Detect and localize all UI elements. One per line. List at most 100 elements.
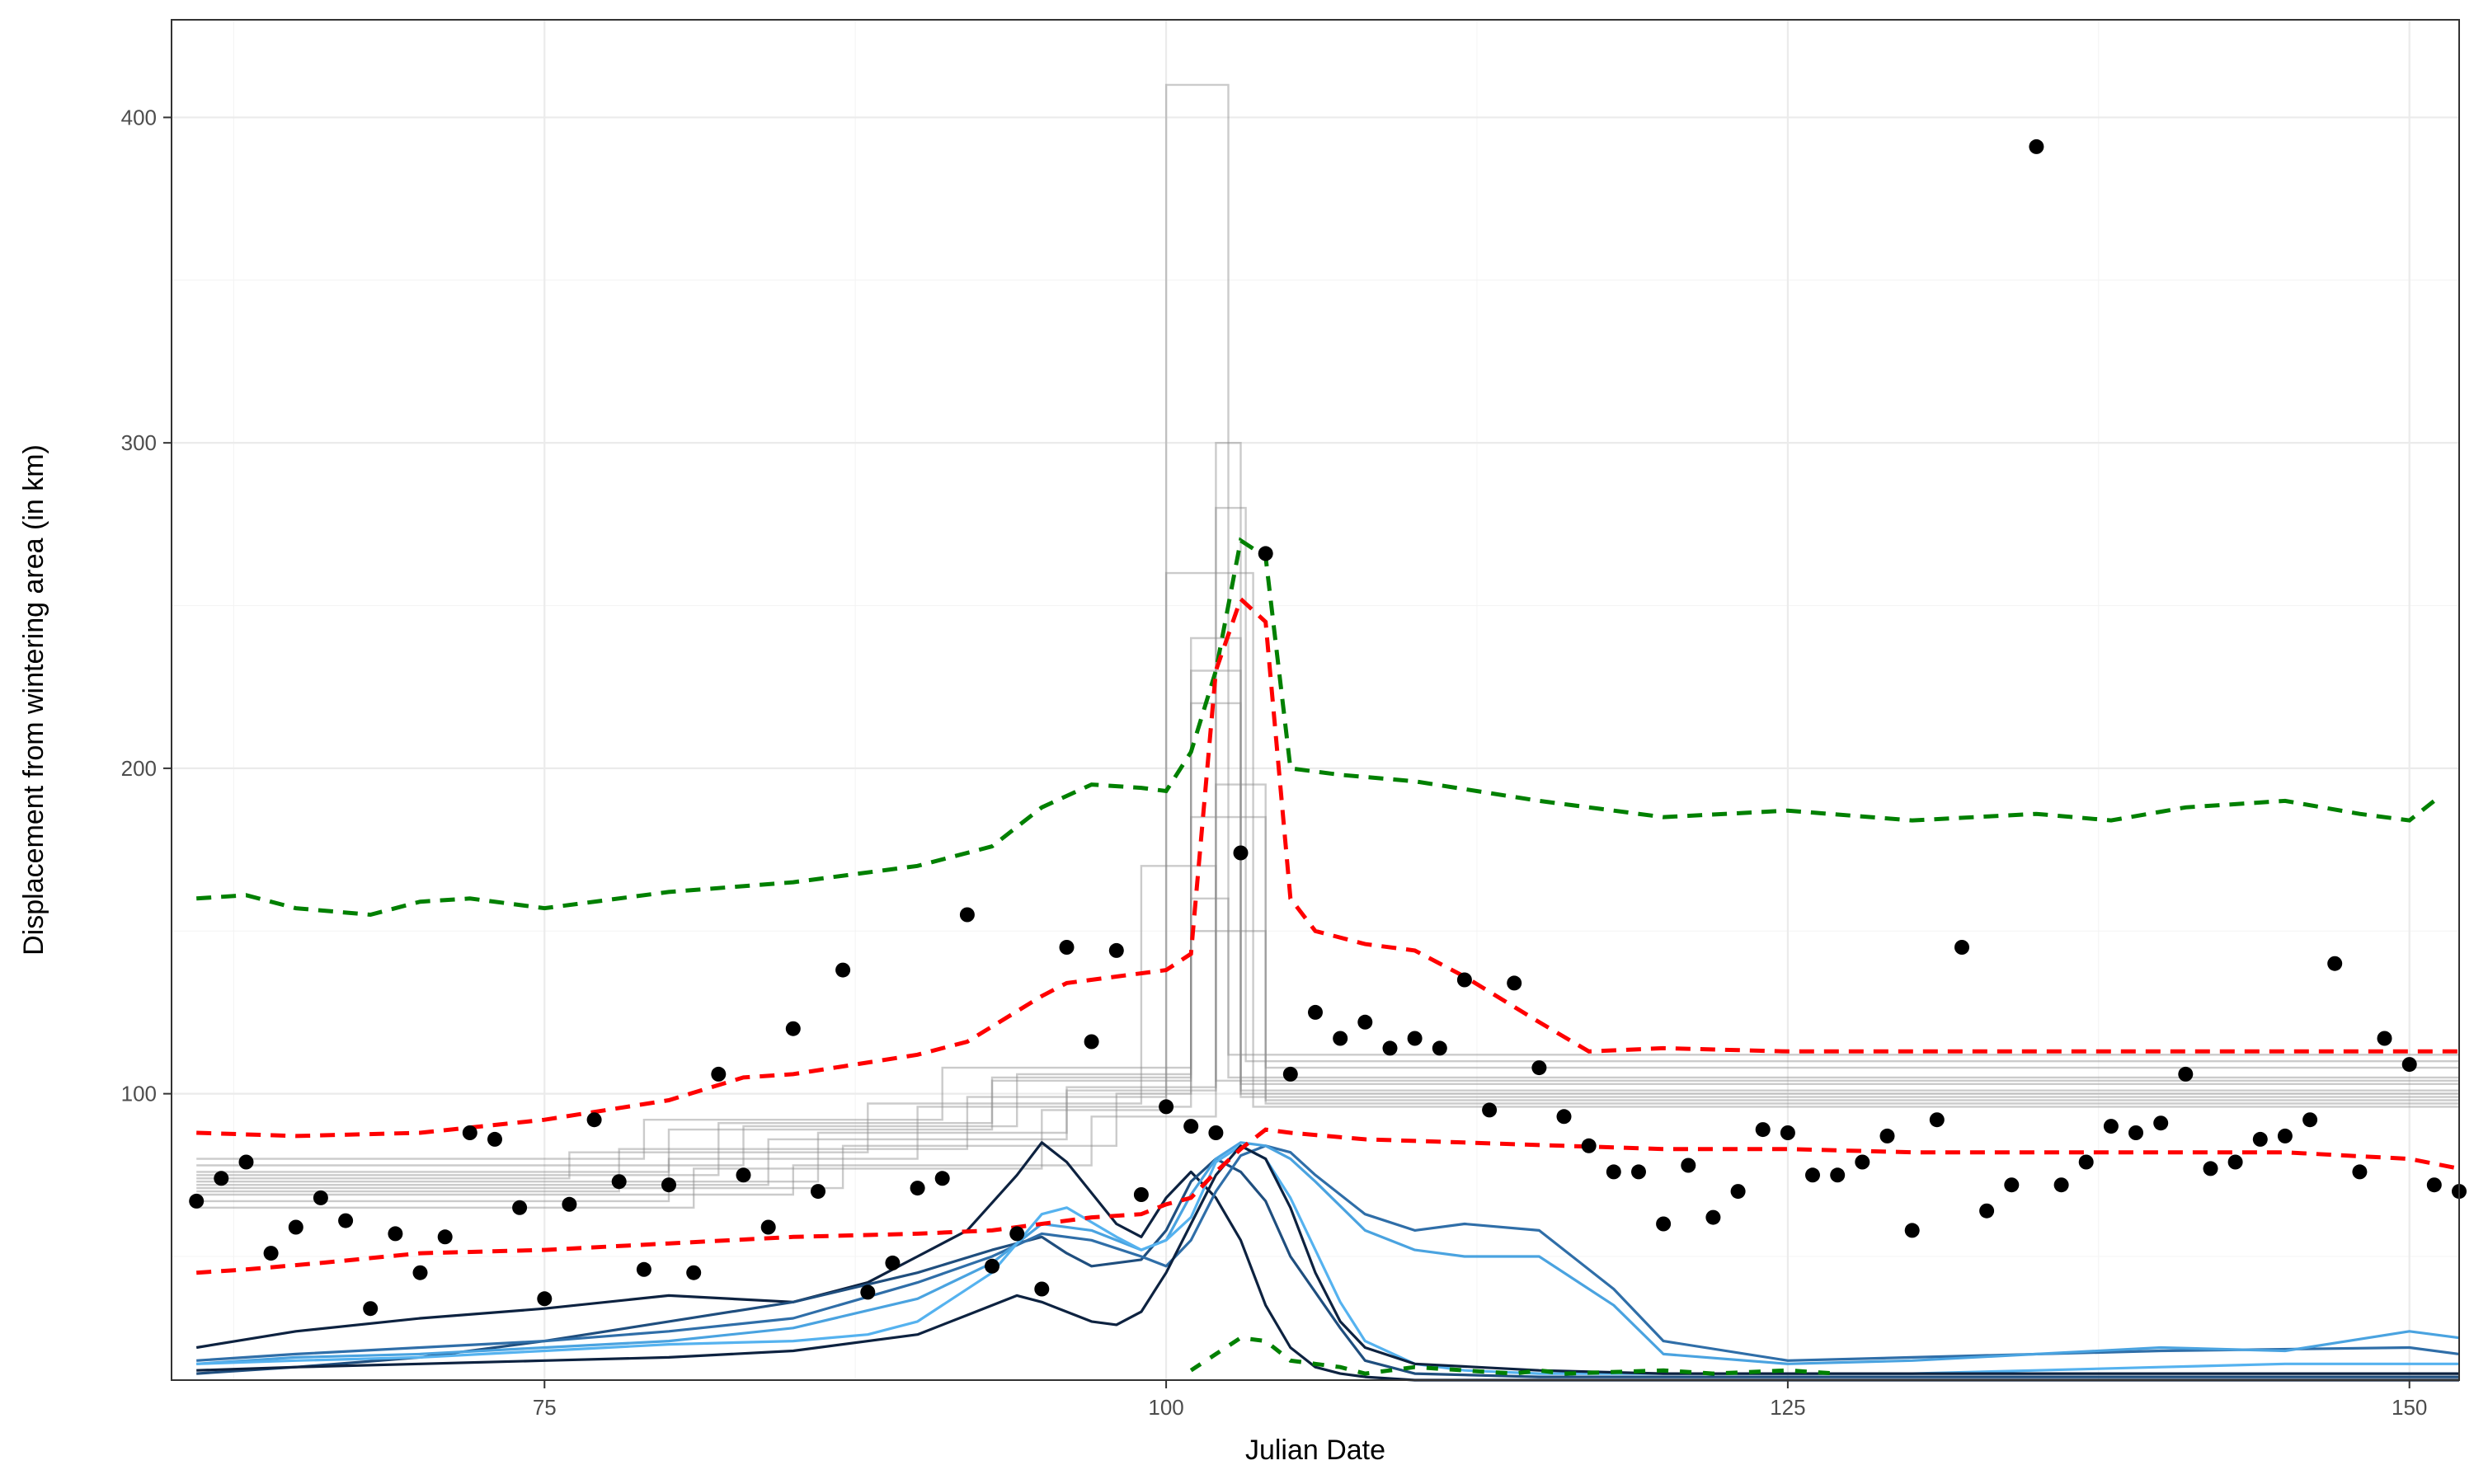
data-point [1432,1040,1447,1056]
lower-green-band-line [1189,1336,1838,1376]
data-point [1730,1184,1746,1200]
y-axis-title: Displacement from wintering area (in km) [18,444,49,956]
data-point [2252,1131,2268,1147]
data-point [2178,1066,2194,1082]
data-point [959,907,975,923]
upper-band-line [196,537,2436,918]
data-point [736,1167,751,1183]
density-curve [196,1144,2459,1375]
step-line [196,897,2459,1160]
y-tick-label: 100 [121,1082,157,1106]
data-point [835,962,851,978]
data-point [2203,1161,2218,1176]
data-point [1879,1128,1895,1144]
data-point [1357,1014,1373,1030]
data-point [1755,1122,1771,1138]
data-point [711,1066,727,1082]
data-point [1333,1031,1348,1046]
data-point [1059,940,1075,955]
data-point [2327,956,2343,971]
data-point [686,1265,702,1280]
data-point [2029,139,2044,154]
y-tick-label: 300 [121,430,157,455]
grid-major [172,20,2459,1380]
data-point [1705,1209,1721,1225]
data-point [1830,1167,1846,1183]
data-point [2103,1119,2119,1134]
data-point [1556,1109,1572,1125]
data-point [487,1131,502,1147]
data-point [238,1154,254,1170]
data-point [760,1219,776,1235]
data-point [2401,1057,2417,1073]
data-point [2227,1154,2243,1170]
y-tick-label: 200 [121,756,157,781]
data-point [2128,1125,2143,1140]
data-point [288,1219,303,1235]
data-point [537,1291,553,1307]
x-axis-ticks: 75 100 125 150 [533,1380,2427,1420]
x-axis-title: Julian Date [1245,1435,1385,1466]
data-point [562,1196,577,1212]
quantile-upper-line [196,595,2459,1139]
data-point [611,1174,627,1190]
data-points [189,139,2467,1317]
data-point [785,1021,801,1036]
step-line [196,571,2459,1209]
data-point [2377,1031,2392,1046]
data-point [1681,1158,1696,1173]
data-point [363,1301,379,1317]
x-tick-label: 125 [1770,1395,1805,1420]
data-point [1780,1125,1795,1140]
quantile-bands [196,537,2460,1376]
data-point [1606,1164,1621,1180]
data-point [1531,1060,1547,1076]
density-curve [196,1158,2459,1378]
data-point [263,1246,279,1261]
data-point [1954,940,1969,955]
data-point [1929,1112,1945,1128]
step-line [196,506,2459,1186]
step-line [196,636,2459,1176]
density-curve [196,1141,2460,1365]
data-point [2004,1177,2020,1193]
data-point [214,1171,229,1186]
quantile-lower-line [196,1127,2460,1275]
data-point [1382,1040,1398,1056]
data-point [1308,1004,1323,1020]
data-point [1407,1031,1423,1046]
data-point [860,1284,876,1300]
data-point [1034,1281,1050,1297]
x-tick-label: 150 [2392,1395,2427,1420]
data-point [1805,1167,1820,1183]
step-line [196,702,2459,1167]
data-point [512,1200,528,1215]
data-point [313,1190,328,1205]
data-point [2053,1177,2069,1193]
step-line [196,669,2459,1173]
data-point [388,1226,403,1242]
data-point [437,1229,453,1245]
data-point [2302,1112,2318,1128]
data-point [1133,1187,1149,1202]
density-curve [196,1144,2460,1362]
data-point [1904,1223,1920,1238]
data-point [586,1112,602,1128]
data-point [1507,975,1522,991]
step-line [196,815,2459,1190]
step-line [196,865,2459,1180]
data-point [934,1171,950,1186]
data-point [462,1125,477,1140]
data-point [1159,1099,1174,1115]
data-point [1581,1138,1597,1153]
data-point [1631,1164,1646,1180]
step-line [196,783,2459,1196]
data-point [1282,1066,1298,1082]
data-point [1084,1034,1099,1050]
data-point [2352,1164,2368,1180]
data-point [885,1255,901,1270]
data-point [661,1177,676,1193]
data-point [1009,1226,1025,1242]
data-point [1855,1154,1870,1170]
